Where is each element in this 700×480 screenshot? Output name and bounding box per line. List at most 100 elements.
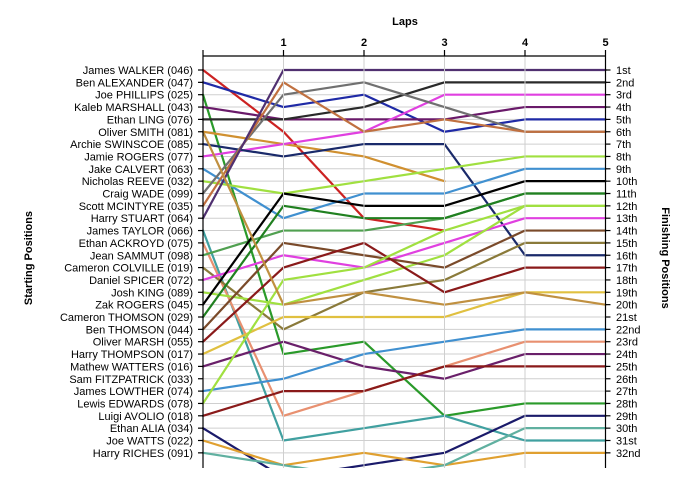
- starting-driver-label: Nicholas REEVE (032): [82, 176, 193, 188]
- starting-driver-label: Josh KING (089): [111, 287, 193, 299]
- starting-driver-label: Zak ROGERS (045): [95, 300, 193, 312]
- lap-tick-labels: 1 2 3 4 5: [280, 37, 608, 49]
- finishing-position-label: 9th: [616, 164, 631, 176]
- finishing-position-label: 26th: [616, 374, 637, 386]
- finishing-position-label: 10th: [616, 176, 637, 188]
- finishing-position-label: 23rd: [616, 337, 638, 349]
- starting-driver-label: Daniel SPICER (072): [89, 275, 193, 287]
- starting-driver-label: Craig WADE (099): [102, 189, 193, 201]
- series-line: [201, 93, 607, 158]
- starting-driver-label: Mathew WATTERS (016): [70, 361, 193, 373]
- finishing-position-label: 5th: [616, 114, 631, 126]
- starting-driver-label: Scott MCINTYRE (035): [79, 201, 193, 213]
- starting-driver-label: Ben ALEXANDER (047): [76, 77, 193, 89]
- series-line: [201, 241, 607, 343]
- starting-driver-label: Luigi AVOLIO (018): [98, 411, 193, 423]
- series-line: [201, 105, 607, 121]
- starting-driver-label: Oliver SMITH (081): [98, 127, 193, 139]
- starting-driver-label: Ethan ALIA (034): [110, 423, 193, 435]
- series-line: [201, 81, 607, 207]
- finishing-position-label: 16th: [616, 250, 637, 262]
- series-line: [201, 180, 607, 306]
- finishing-position-label: 1st: [616, 65, 631, 77]
- finishing-position-label: 4th: [616, 102, 631, 114]
- lap-tick-label: 5: [602, 37, 608, 49]
- finishing-position-label: 27th: [616, 386, 637, 398]
- series-line: [201, 365, 607, 417]
- starting-driver-label: Jean SAMMUT (098): [90, 250, 193, 262]
- finishing-position-label: 15th: [616, 238, 637, 250]
- finishing-position-label: 6th: [616, 127, 631, 139]
- series-line: [201, 204, 607, 405]
- series-line: [201, 328, 607, 393]
- starting-driver-label: Harry RICHES (091): [93, 448, 193, 460]
- series-line: [201, 81, 607, 195]
- finishing-position-label: 28th: [616, 398, 637, 410]
- series-line: [201, 414, 607, 468]
- axes: [198, 50, 611, 468]
- starting-driver-label: Ethan LING (076): [107, 114, 193, 126]
- finishing-position-label: 24th: [616, 349, 637, 361]
- starting-driver-label: Cameron THOMSON (029): [60, 312, 193, 324]
- series-line: [201, 130, 607, 306]
- finishing-position-label: 30th: [616, 423, 637, 435]
- finishing-position-label: 29th: [616, 411, 637, 423]
- series-line: [201, 291, 607, 356]
- starting-driver-label: James TAYLOR (066): [87, 226, 193, 238]
- finishing-position-label: 19th: [616, 287, 637, 299]
- starting-driver-label: Oliver MARSH (055): [93, 337, 193, 349]
- finishing-position-label: 12th: [616, 201, 637, 213]
- finishing-position-label: 17th: [616, 263, 637, 275]
- y-axis-left-label: Starting Positions: [23, 211, 35, 305]
- starting-driver-label: Sam FITZPATRICK (033): [69, 374, 193, 386]
- finishing-position-label: 20th: [616, 300, 637, 312]
- series-lines: [201, 68, 607, 468]
- starting-driver-label: Joe PHILLIPS (025): [95, 90, 193, 102]
- finishing-position-label: 3rd: [616, 90, 632, 102]
- series-line: [201, 340, 607, 380]
- starting-driver-label: Harry THOMPSON (017): [71, 349, 193, 361]
- finishing-position-label: 2nd: [616, 77, 634, 89]
- series-line: [201, 229, 607, 442]
- series-line: [201, 68, 607, 220]
- starting-driver-label: Lewis EDWARDS (078): [77, 398, 193, 410]
- finishing-position-label: 21st: [616, 312, 637, 324]
- series-line: [201, 427, 607, 468]
- lap-tick-label: 3: [441, 37, 447, 49]
- starting-driver-label: Jake CALVERT (063): [88, 164, 193, 176]
- starting-driver-label: James LOWTHER (074): [74, 386, 193, 398]
- series-line: [201, 155, 607, 195]
- finishing-position-label: 11th: [616, 189, 637, 201]
- finishing-position-label: 8th: [616, 151, 631, 163]
- lap-tick-label: 4: [522, 37, 529, 49]
- series-line: [201, 192, 607, 319]
- chart-title: Laps: [392, 16, 418, 28]
- starting-driver-label: Kaleb MARSHALL (043): [74, 102, 193, 114]
- series-line: [201, 229, 607, 331]
- starting-driver-label: James WALKER (046): [83, 65, 193, 77]
- series-line: [201, 143, 607, 257]
- starting-position-labels: James WALKER (046)Ben ALEXANDER (047)Joe…: [60, 65, 193, 460]
- finishing-position-label: 31st: [616, 436, 637, 448]
- finishing-position-label: 7th: [616, 139, 631, 151]
- series-line: [201, 217, 607, 282]
- starting-driver-label: Ethan ACKROYD (075): [79, 238, 193, 250]
- finishing-position-label: 32nd: [616, 448, 640, 460]
- starting-driver-label: Harry STUART (064): [91, 213, 193, 225]
- lap-tick-label: 1: [280, 37, 286, 49]
- starting-driver-label: Jamie ROGERS (077): [84, 151, 193, 163]
- series-line: [201, 439, 607, 467]
- starting-driver-label: Cameron COLVILLE (019): [64, 263, 193, 275]
- y-axis-right-label: Finishing Positions: [659, 207, 671, 308]
- series-line: [201, 167, 607, 220]
- finishing-position-label: 22nd: [616, 324, 640, 336]
- starting-driver-label: Joe WATTS (022): [106, 436, 193, 448]
- starting-driver-label: Ben THOMSON (044): [86, 324, 193, 336]
- series-line: [201, 241, 607, 331]
- starting-driver-label: Archie SWINSCOE (085): [70, 139, 193, 151]
- finishing-position-label: 18th: [616, 275, 637, 287]
- finishing-position-label: 13th: [616, 213, 637, 225]
- finishing-position-labels: 1st2nd3rd4th5th6th7th8th9th10th11th12th1…: [616, 65, 640, 460]
- finishing-position-label: 14th: [616, 226, 637, 238]
